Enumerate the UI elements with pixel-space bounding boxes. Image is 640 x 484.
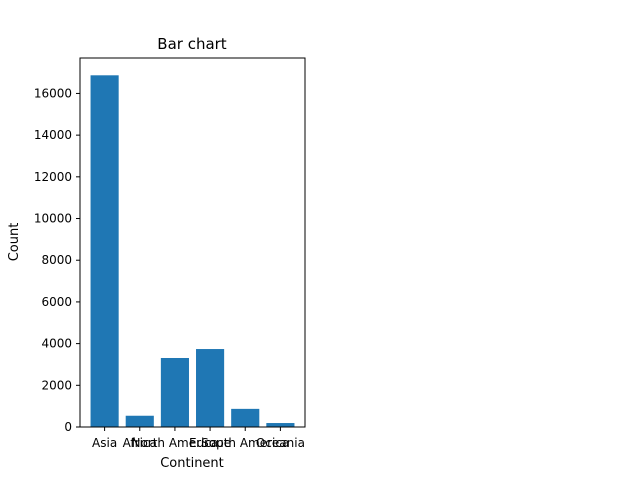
y-tick-label: 6000 — [41, 295, 72, 309]
y-tick-label: 4000 — [41, 337, 72, 351]
x-tick-label: Africa — [123, 436, 157, 450]
y-axis: 0 2000 4000 6000 8000 10000 12000 14000 16000 — [34, 86, 80, 434]
bar-europe — [196, 349, 225, 427]
y-tick-label: 14000 — [34, 128, 72, 142]
x-tick-label: Oceania — [256, 436, 305, 450]
y-tick-label: 16000 — [34, 86, 72, 100]
chart-title: Bar chart — [157, 35, 227, 53]
y-tick-label: 0 — [64, 420, 72, 434]
bar-north-america — [160, 357, 189, 427]
y-tick-label: 10000 — [34, 212, 72, 226]
x-tick-label: Asia — [92, 436, 117, 450]
bar-south-america — [231, 408, 260, 427]
bar-asia — [90, 75, 119, 427]
bars — [90, 75, 295, 427]
bar-africa — [125, 415, 154, 427]
x-tick-label: Europe — [189, 436, 231, 450]
y-tick-label: 2000 — [41, 378, 72, 392]
y-tick-label: 12000 — [34, 170, 72, 184]
y-tick-label: 8000 — [41, 253, 72, 267]
y-axis-label: Count — [7, 223, 22, 262]
x-tick-label: North America — [131, 436, 218, 450]
bar-oceania — [266, 423, 295, 427]
x-axis-label: Continent — [160, 456, 224, 471]
x-tick-label: South America — [201, 436, 289, 450]
plot-frame — [79, 57, 306, 428]
